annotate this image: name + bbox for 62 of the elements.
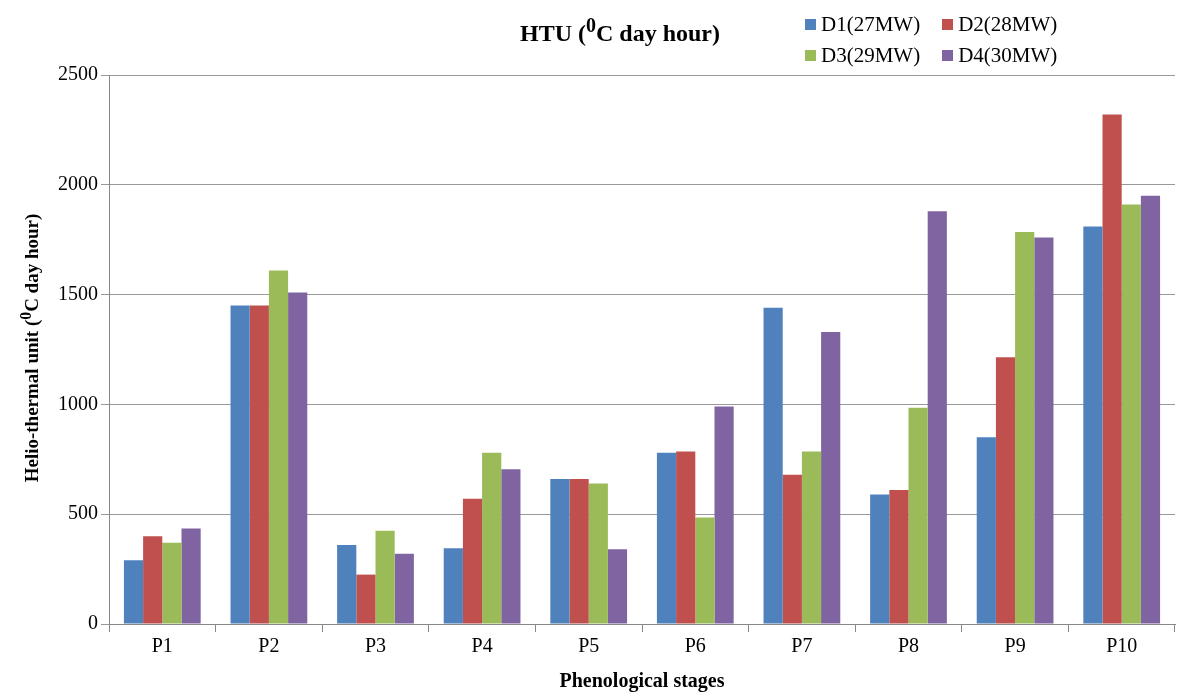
y-tick-label: 1000: [58, 391, 98, 414]
bar: [550, 479, 570, 624]
bar: [1102, 114, 1122, 624]
y-tick-label: 2500: [58, 62, 98, 85]
bar: [123, 560, 144, 624]
bar: [443, 548, 463, 624]
bar: [268, 270, 289, 624]
bar: [482, 452, 502, 624]
y-tick-label: 2000: [58, 172, 98, 195]
bar: [1015, 232, 1035, 624]
x-tick-label: P7: [791, 634, 813, 657]
legend-label: D1(27MW): [821, 12, 921, 37]
bar: [462, 498, 483, 624]
x-tick-label: P5: [578, 634, 600, 657]
bar: [230, 305, 250, 624]
bar: [695, 517, 715, 624]
bar: [870, 494, 890, 624]
x-tick-label: P4: [471, 634, 493, 657]
bar: [676, 451, 696, 624]
x-tick-label: P8: [897, 634, 920, 657]
legend-label: D3(29MW): [821, 43, 921, 68]
bar: [143, 536, 163, 624]
bar: [801, 451, 822, 624]
bar: [1121, 204, 1141, 624]
bar: [908, 407, 928, 624]
bar: [1034, 237, 1054, 624]
bar: [162, 542, 182, 624]
bar: [569, 479, 589, 624]
legend-label: D4(30MW): [958, 43, 1058, 68]
bar: [889, 490, 909, 624]
bar: [763, 307, 783, 624]
bar: [249, 305, 269, 624]
bar: [356, 574, 376, 624]
bar: [1083, 226, 1103, 624]
bar: [976, 437, 996, 624]
bar: [821, 331, 841, 624]
bar: [656, 452, 677, 624]
bar: [995, 357, 1016, 624]
x-tick-label: P10: [1106, 634, 1138, 657]
bar: [607, 549, 628, 624]
x-axis-title: Phenological stages: [559, 669, 725, 693]
bar: [501, 469, 521, 624]
bar: [181, 528, 201, 624]
legend-label: D2(28MW): [958, 12, 1058, 37]
bar: [927, 211, 947, 624]
chart-title: HTU ($^{0}$C day hour): [519, 14, 721, 46]
x-tick-label: P9: [1004, 634, 1026, 657]
bar: [588, 483, 608, 624]
bar: [714, 406, 734, 624]
y-tick-label: 500: [68, 501, 98, 524]
bar: [1140, 195, 1161, 624]
bar: [337, 544, 357, 624]
y-tick-label: 0: [88, 611, 98, 634]
x-tick-label: P3: [364, 634, 387, 657]
bar: [375, 530, 395, 624]
x-tick-label: P1: [151, 634, 173, 657]
y-tick-label: 1500: [58, 281, 98, 304]
bar: [782, 474, 802, 624]
x-tick-label: P2: [258, 634, 280, 657]
x-tick-label: P6: [684, 634, 706, 657]
bar: [288, 292, 308, 624]
bar: [394, 553, 414, 624]
